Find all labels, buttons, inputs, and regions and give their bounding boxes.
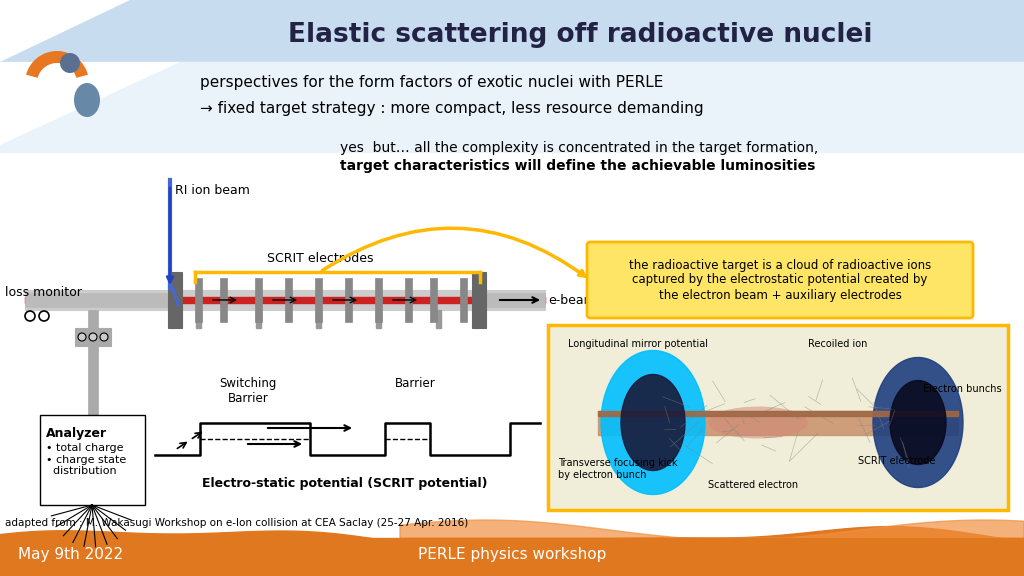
Text: Switching
Barrier: Switching Barrier [219,377,276,405]
Bar [256,310,261,328]
Polygon shape [601,351,705,494]
Ellipse shape [708,407,808,438]
Text: yes  but… all the complexity is concentrated in the target formation,: yes but… all the complexity is concentra… [340,141,818,155]
Text: SCRIT electrode: SCRIT electrode [858,457,935,467]
Text: Electron bunchs: Electron bunchs [923,385,1001,395]
Polygon shape [0,62,180,145]
Bar [598,411,958,415]
Text: SCRIT electrodes: SCRIT electrodes [266,252,374,265]
Circle shape [89,333,97,341]
Text: Scattered electron: Scattered electron [708,480,798,490]
Bar [316,310,321,328]
Bar [220,278,227,322]
Bar [485,293,545,307]
Text: Analyzer: Analyzer [46,427,108,440]
Text: Recoiled ion: Recoiled ion [808,339,867,349]
Text: loss monitor: loss monitor [5,286,82,299]
Bar [315,278,322,322]
Text: Electro-static potential (SCRIT potential): Electro-static potential (SCRIT potentia… [203,477,487,490]
Bar [255,278,262,322]
Text: • total charge
• charge state
  distribution: • total charge • charge state distributi… [46,443,126,476]
Bar [25,297,545,303]
Bar [548,325,1008,510]
Bar [75,328,111,346]
Bar [598,411,958,434]
Polygon shape [0,0,130,62]
Text: adapted from : M. Wakasugi Workshop on e-Ion collision at CEA Saclay (25-27 Apr.: adapted from : M. Wakasugi Workshop on e… [5,518,468,528]
Text: May 9th 2022: May 9th 2022 [18,548,123,563]
Bar [345,278,352,322]
Polygon shape [400,520,1024,540]
Bar [376,310,381,328]
Bar [406,278,412,322]
Polygon shape [621,374,685,471]
Bar [25,293,170,307]
Circle shape [100,333,108,341]
Text: Longitudinal mirror potential: Longitudinal mirror potential [568,339,708,349]
Text: perspectives for the form factors of exotic nuclei with PERLE: perspectives for the form factors of exo… [200,74,664,89]
Text: target characteristics will define the achievable luminosities: target characteristics will define the a… [340,159,815,173]
Text: PERLE physics workshop: PERLE physics workshop [418,548,606,563]
Bar [40,415,145,505]
Bar [460,278,467,322]
Bar [0,62,1024,152]
Bar [0,0,1024,62]
Ellipse shape [74,83,100,117]
Circle shape [60,53,80,73]
Text: Transverse focusing kick
by electron bunch: Transverse focusing kick by electron bun… [558,458,678,479]
Bar [196,310,201,328]
Polygon shape [0,526,1024,576]
Bar [0,538,1024,576]
Bar [168,272,182,328]
Text: Elastic scattering off radioactive nuclei: Elastic scattering off radioactive nucle… [288,22,872,48]
Text: Barrier: Barrier [394,377,435,390]
Text: e-beam: e-beam [548,294,596,306]
Text: RI ion beam: RI ion beam [175,184,250,197]
Text: → fixed target strategy : more compact, less resource demanding: → fixed target strategy : more compact, … [200,100,703,116]
Bar [430,278,437,322]
Circle shape [78,333,86,341]
FancyBboxPatch shape [587,242,973,318]
Bar [25,290,545,310]
Wedge shape [26,51,88,78]
Bar [285,278,292,322]
Polygon shape [890,381,946,464]
Bar [472,272,486,328]
Text: the radioactive target is a cloud of radioactive ions
captured by the electrosta: the radioactive target is a cloud of rad… [629,259,931,301]
Bar [195,278,202,322]
Bar [375,278,382,322]
Bar [436,310,441,328]
Bar [88,310,98,415]
Polygon shape [873,358,963,487]
